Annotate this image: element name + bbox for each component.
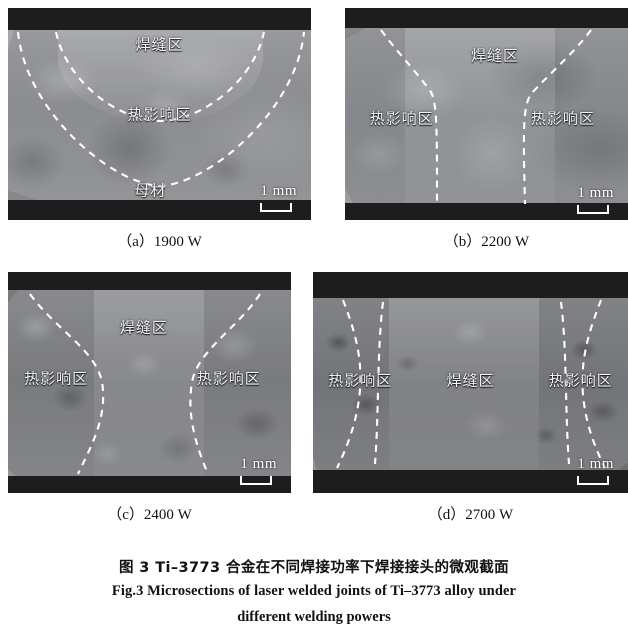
panel-b-zone-boundaries	[380, 29, 592, 205]
panel-d-zone-boundaries	[336, 299, 606, 469]
panel-d-scale-bar-mark	[577, 476, 610, 485]
panel-d-micrograph	[313, 298, 628, 470]
panel-a-scale-bar-label: 1 mm	[260, 183, 297, 199]
panel-b-micrograph	[345, 28, 628, 203]
panel-a-micrograph	[8, 30, 311, 200]
panel-b-fusion-zone	[405, 28, 555, 203]
panel-d-fusion-zone	[389, 298, 539, 470]
panel-c-scale-bar-label: 1 mm	[240, 456, 277, 472]
panel-a-scale-bar: 1 mm	[260, 183, 297, 212]
panel-d-scale-bar-label: 1 mm	[577, 456, 614, 472]
panel-a-scale-bar-mark	[260, 203, 293, 212]
panel-b-scale-bar-mark	[577, 205, 610, 214]
panel-c-zone-boundaries	[29, 293, 261, 475]
figure-caption-english-line2: different welding powers	[237, 609, 391, 625]
panel-a-image: 焊缝区 热影响区 母材 1 mm	[8, 8, 311, 220]
figure-caption-chinese: 图 3 Ti–3773 合金在不同焊接功率下焊接接头的微观截面	[118, 560, 510, 576]
panel-c-image: 焊缝区 热影响区 热影响区 1 mm	[8, 272, 291, 493]
panel-b-caption: （b）2200 W	[443, 234, 530, 250]
panel-c-fusion-zone	[94, 290, 204, 476]
panel-b-scale-bar: 1 mm	[577, 185, 614, 214]
figure-caption-english-line1: Fig.3 Microsections of laser welded join…	[111, 583, 517, 599]
panel-a-caption: （a）1900 W	[117, 234, 202, 250]
panel-c-scale-bar-mark	[240, 476, 273, 485]
panel-c-caption: （c）2400 W	[107, 507, 192, 523]
panel-c-micrograph	[8, 290, 291, 476]
panel-d-image: 热影响区 焊缝区 热影响区 1 mm	[313, 272, 628, 493]
panel-c-scale-bar: 1 mm	[240, 456, 277, 485]
panel-a-zone-boundaries	[16, 31, 306, 188]
panel-d-caption: （d）2700 W	[427, 507, 514, 523]
panel-b-image: 焊缝区 热影响区 热影响区 1 mm	[345, 8, 628, 220]
panel-b-scale-bar-label: 1 mm	[577, 185, 614, 201]
panel-d-scale-bar: 1 mm	[577, 456, 614, 485]
